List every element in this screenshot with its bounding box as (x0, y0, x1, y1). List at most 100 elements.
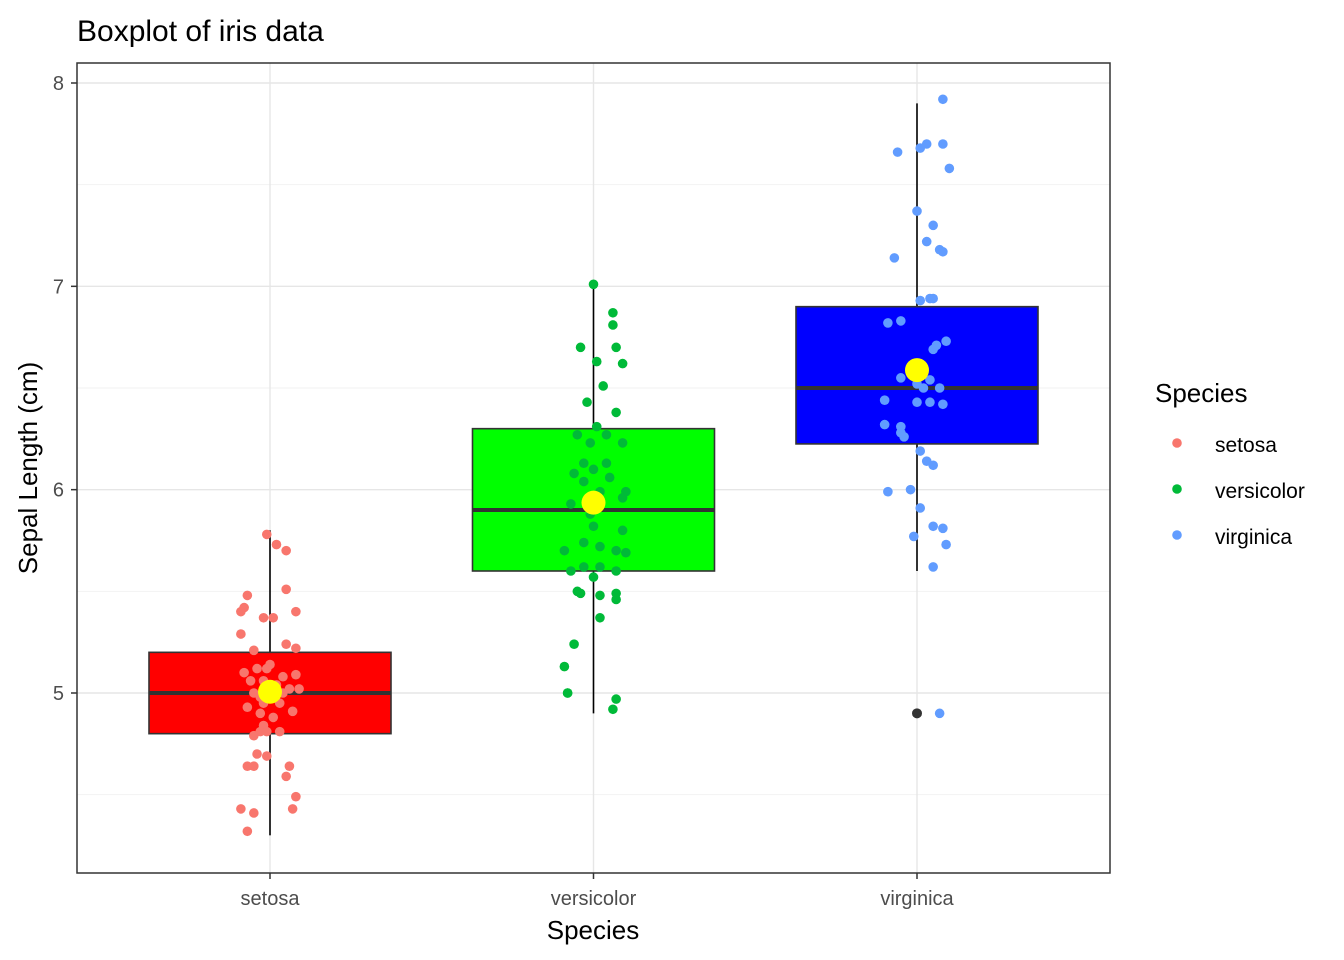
data-point-virginica (938, 246, 948, 257)
data-point-virginica (912, 397, 922, 408)
data-point-setosa (239, 667, 249, 678)
data-point-versicolor (595, 541, 605, 552)
y-axis-title: Sepal Length (cm) (13, 362, 43, 574)
jitter-points (236, 94, 955, 837)
data-point-versicolor (617, 525, 628, 536)
data-point-versicolor (617, 493, 628, 503)
data-point-setosa (287, 706, 298, 717)
data-point-versicolor (569, 468, 579, 479)
outlier-point (912, 708, 922, 719)
data-point-setosa (261, 726, 272, 737)
data-point-virginica (879, 419, 890, 430)
data-point-versicolor (608, 307, 618, 318)
data-point-versicolor (559, 545, 570, 556)
data-point-versicolor (621, 547, 631, 558)
data-point-setosa (291, 669, 301, 680)
legend-key-versicolor (1172, 484, 1182, 494)
legend-label-virginica: virginica (1215, 526, 1292, 549)
data-point-versicolor (611, 594, 621, 605)
data-point-versicolor (566, 499, 576, 509)
mean-marker (258, 679, 282, 704)
data-point-versicolor (608, 704, 618, 715)
data-point-virginica (944, 163, 955, 174)
data-point-versicolor (578, 458, 589, 469)
data-point-setosa (284, 761, 295, 771)
data-point-versicolor (611, 407, 621, 418)
data-point-setosa (252, 663, 262, 674)
mean-marker (581, 490, 606, 515)
data-point-setosa (236, 629, 246, 639)
data-point-setosa (274, 726, 285, 737)
data-point-setosa (261, 663, 272, 674)
mean-markers (258, 358, 929, 704)
data-point-setosa (245, 676, 256, 686)
data-point-virginica (879, 395, 890, 406)
data-point-versicolor (559, 661, 570, 672)
data-point-versicolor (585, 438, 596, 448)
legend-items: setosa versicolor virginica (1172, 434, 1305, 549)
data-point-versicolor (569, 639, 579, 649)
data-point-versicolor (604, 472, 615, 483)
data-point-setosa (242, 590, 253, 601)
y-tick-label: 8 (53, 73, 64, 95)
legend-key-virginica (1172, 530, 1182, 540)
data-point-virginica (915, 295, 926, 306)
data-point-virginica (928, 562, 938, 572)
data-point-setosa (261, 529, 272, 540)
data-point-virginica (934, 383, 945, 393)
data-point-setosa (281, 639, 291, 649)
data-point-virginica (905, 484, 916, 495)
whiskers (269, 103, 918, 836)
data-point-versicolor (588, 464, 599, 475)
data-point-virginica (883, 486, 893, 497)
data-point-setosa (294, 684, 304, 694)
data-point-virginica (934, 708, 945, 719)
x-tick-label: versicolor (551, 888, 637, 910)
data-point-setosa (242, 702, 253, 713)
legend-label-setosa: setosa (1215, 434, 1277, 457)
data-point-versicolor (595, 612, 605, 623)
data-point-virginica (896, 373, 906, 383)
x-tick-label: setosa (241, 888, 301, 910)
mean-marker (905, 358, 929, 383)
data-point-setosa (255, 708, 266, 719)
data-point-setosa (268, 712, 279, 723)
data-point-setosa (249, 730, 259, 741)
data-point-virginica (938, 94, 948, 105)
data-point-setosa (258, 612, 269, 623)
data-point-virginica (915, 503, 926, 513)
data-point-versicolor (591, 356, 602, 367)
data-point-setosa (291, 643, 301, 654)
data-point-virginica (938, 399, 948, 410)
data-point-versicolor (588, 572, 599, 582)
data-point-versicolor (578, 476, 589, 487)
data-point-versicolor (578, 562, 589, 572)
y-tick-label: 6 (53, 480, 64, 502)
data-point-setosa (242, 826, 253, 837)
data-point-virginica (928, 293, 938, 304)
x-tick-label: virginica (880, 888, 954, 910)
data-point-setosa (261, 751, 272, 761)
chart-title: Boxplot of iris data (77, 15, 324, 48)
data-point-versicolor (601, 458, 612, 469)
data-point-setosa (236, 804, 246, 814)
data-point-versicolor (595, 562, 605, 572)
data-point-setosa (291, 606, 301, 617)
data-point-versicolor (611, 694, 621, 704)
data-point-virginica (918, 383, 929, 393)
data-point-versicolor (572, 429, 583, 440)
data-point-versicolor (582, 397, 592, 408)
data-point-setosa (291, 791, 301, 802)
legend: Species setosa versicolor virginica (1155, 378, 1305, 549)
data-point-versicolor (588, 279, 599, 290)
data-point-setosa (236, 606, 246, 617)
data-point-setosa (249, 645, 259, 656)
data-point-versicolor (562, 688, 573, 698)
data-point-virginica (941, 336, 951, 347)
data-point-versicolor (611, 545, 621, 556)
data-point-versicolor (598, 381, 609, 391)
legend-title: Species (1155, 378, 1248, 408)
data-point-setosa (278, 671, 288, 682)
data-point-setosa (281, 771, 291, 782)
